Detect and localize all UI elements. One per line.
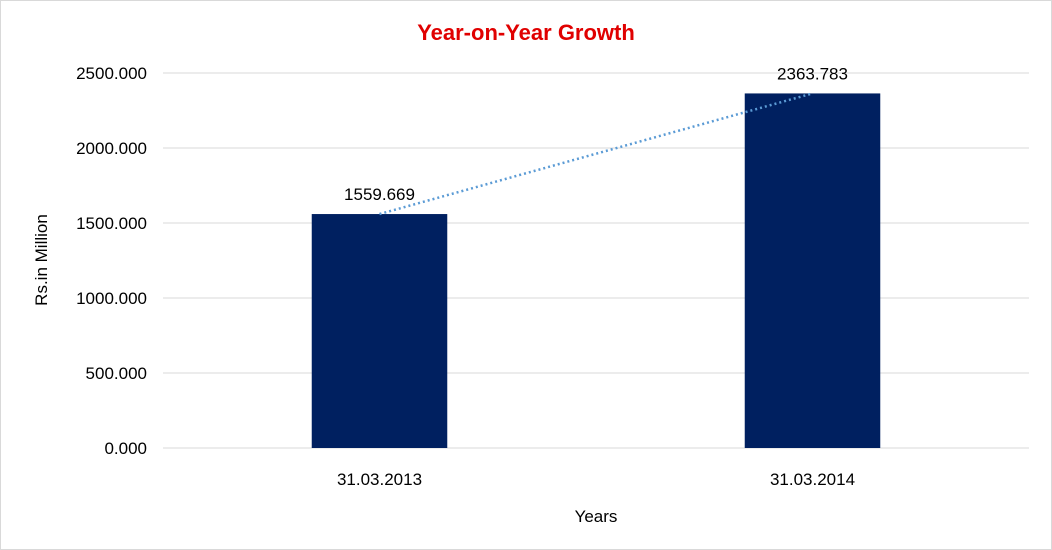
y-tick-label: 1000.000 <box>76 289 147 308</box>
y-axis-title: Rs.in Million <box>32 214 51 306</box>
x-axis-title: Years <box>575 507 618 526</box>
y-tick-label: 2500.000 <box>76 64 147 83</box>
bars <box>311 93 881 448</box>
x-tick-label: 31.03.2013 <box>337 470 422 489</box>
bar <box>311 214 448 448</box>
chart-title: Year-on-Year Growth <box>417 20 635 45</box>
data-label: 1559.669 <box>344 185 415 204</box>
y-tick-label: 1500.000 <box>76 214 147 233</box>
y-tick-label: 0.000 <box>104 439 147 458</box>
y-tick-label: 500.000 <box>86 364 147 383</box>
y-tick-label: 2000.000 <box>76 139 147 158</box>
x-axis-ticks: 31.03.2013 31.03.2014 <box>337 470 855 489</box>
data-label: 2363.783 <box>777 64 848 83</box>
gridlines <box>163 72 1029 449</box>
x-tick-label: 31.03.2014 <box>770 470 855 489</box>
data-labels: 1559.669 2363.783 <box>344 64 848 204</box>
y-axis-ticks: 0.000 500.000 1000.000 1500.000 2000.000 2500… <box>76 64 147 458</box>
bar <box>744 93 881 448</box>
